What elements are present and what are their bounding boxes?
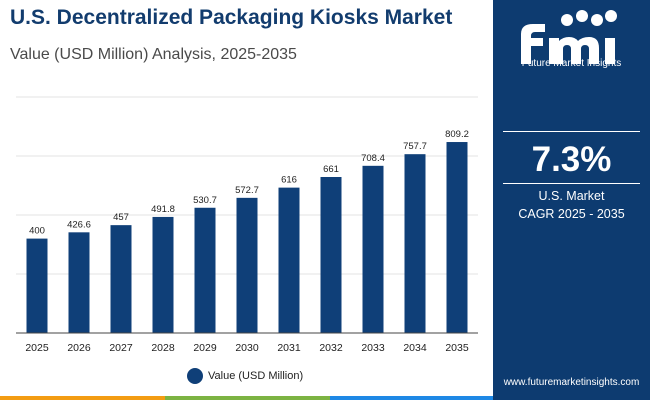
footer-stripe-orange xyxy=(0,396,165,400)
bar-2035 xyxy=(446,142,468,333)
cagr-value: 7.3% xyxy=(531,140,612,179)
legend: Value (USD Million) xyxy=(187,368,303,384)
x-tick-label-2034: 2034 xyxy=(403,342,427,354)
value-label-2031: 616 xyxy=(281,175,297,186)
value-label-2032: 661 xyxy=(323,164,339,175)
website-link[interactable]: www.futuremarketinsights.com xyxy=(503,377,640,388)
x-tick-label-2032: 2032 xyxy=(319,342,343,354)
bar-2032 xyxy=(320,177,342,333)
value-label-2026: 426.6 xyxy=(67,219,91,230)
bar-2027 xyxy=(110,225,132,333)
x-tick-label-2026: 2026 xyxy=(67,342,91,354)
bar-2030 xyxy=(236,197,258,333)
x-tick-label-2035: 2035 xyxy=(445,342,469,354)
fmi-logo-icon xyxy=(521,10,617,64)
value-labels: 400 426.6 457 491.8 530.7 572.7 616 661 708.4 757… xyxy=(29,129,469,237)
value-label-2029: 530.7 xyxy=(193,195,217,206)
legend-swatch xyxy=(187,368,203,384)
value-label-2034: 757.7 xyxy=(403,141,427,152)
bars xyxy=(26,142,468,333)
x-tick-label-2031: 2031 xyxy=(277,342,301,354)
x-tick-label-2030: 2030 xyxy=(235,342,259,354)
footer-stripe-green xyxy=(165,396,330,400)
value-label-2027: 457 xyxy=(113,212,129,223)
chart-area: 400 426.6 457 491.8 530.7 572.7 616 661 708.4 757… xyxy=(10,6,478,384)
value-label-2030: 572.7 xyxy=(235,185,259,196)
value-label-2028: 491.8 xyxy=(151,204,175,215)
x-tick-label-2025: 2025 xyxy=(25,342,49,354)
chart-title: U.S. Decentralized Packaging Kiosks Mark… xyxy=(10,6,453,29)
bar-2026 xyxy=(68,232,90,333)
x-tick-label-2027: 2027 xyxy=(109,342,133,354)
x-tick-label-2028: 2028 xyxy=(151,342,175,354)
bar-2025 xyxy=(26,238,48,333)
sidebar-panel: Future Market Insights 7.3% U.S. Market … xyxy=(493,0,650,400)
bar-chart: 400 426.6 457 491.8 530.7 572.7 616 661 708.4 757… xyxy=(16,96,478,354)
x-tick-label-2029: 2029 xyxy=(193,342,217,354)
divider-middle xyxy=(503,183,640,184)
bar-2031 xyxy=(278,187,300,333)
value-label-2035: 809.2 xyxy=(445,129,469,140)
bar-2033 xyxy=(362,165,384,333)
legend-label: Value (USD Million) xyxy=(208,370,304,382)
bar-2028 xyxy=(152,216,174,333)
footer-stripe-blue xyxy=(330,396,495,400)
cagr-market-label: U.S. Market xyxy=(538,189,605,203)
divider-top xyxy=(503,131,640,132)
value-label-2025: 400 xyxy=(29,226,45,237)
x-tick-label-2033: 2033 xyxy=(361,342,385,354)
cagr-period-label: CAGR 2025 - 2035 xyxy=(518,207,625,221)
bar-2034 xyxy=(404,154,426,333)
chart-subtitle: Value (USD Million) Analysis, 2025-2035 xyxy=(10,46,297,63)
x-tick-labels: 2025 2026 2027 2028 2029 2030 2031 2032 2033 2034… xyxy=(25,342,469,354)
value-label-2033: 708.4 xyxy=(361,153,385,164)
logo-text: Future Market Insights xyxy=(521,58,622,69)
bar-2029 xyxy=(194,207,216,333)
